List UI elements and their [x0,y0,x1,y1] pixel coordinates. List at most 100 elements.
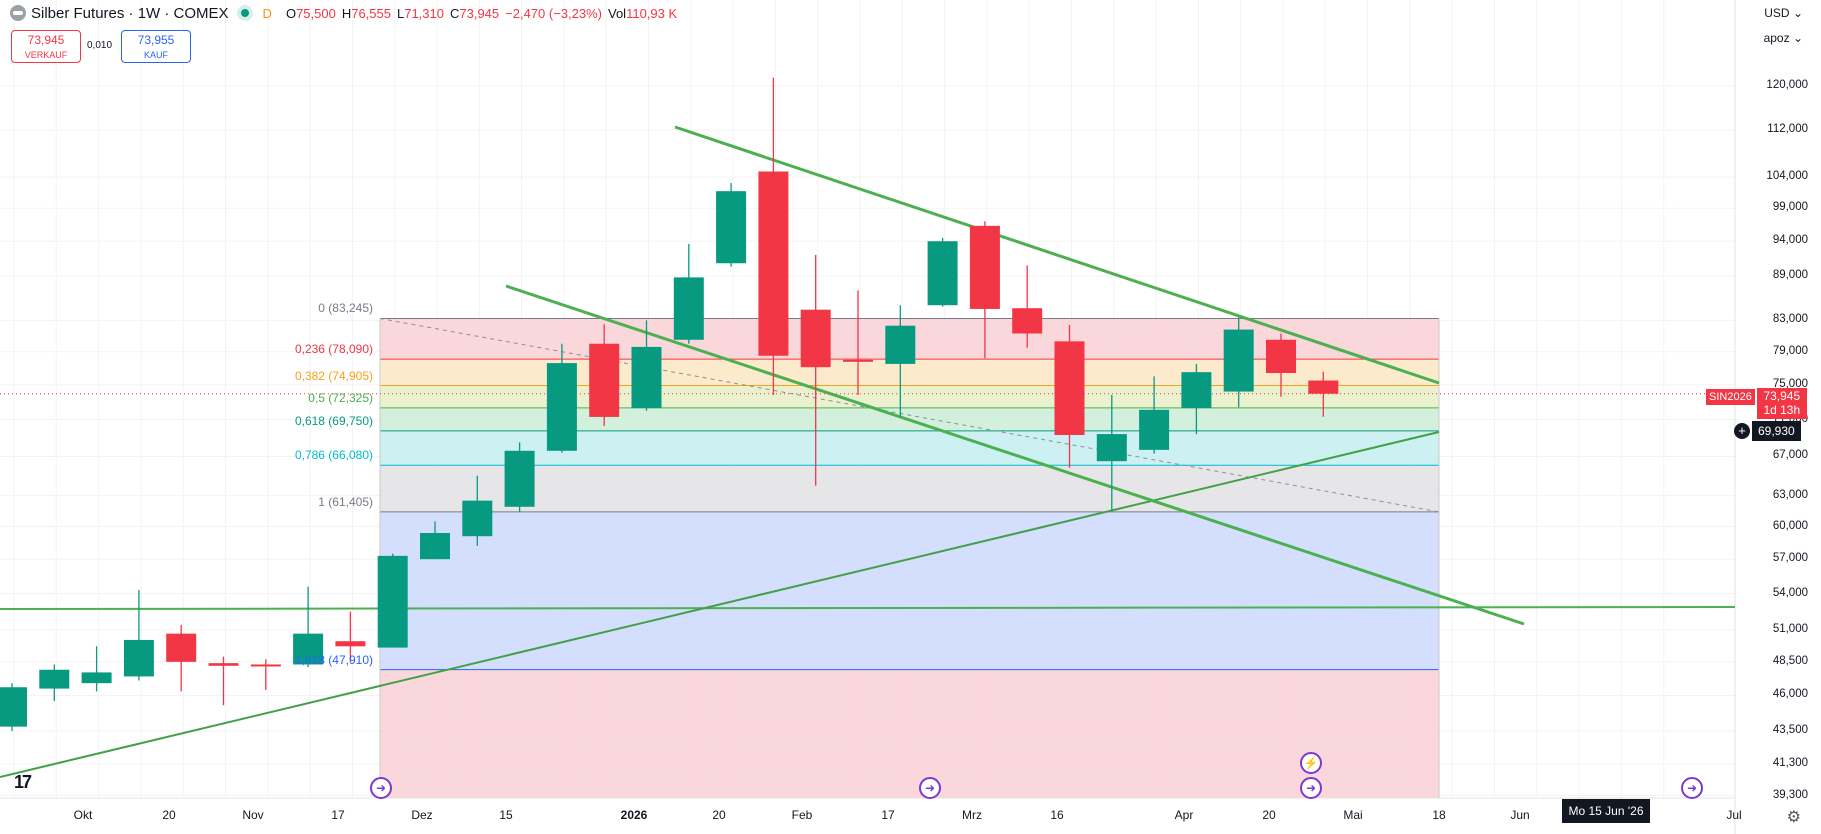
price-tick-label: 75,000 [1772,377,1808,390]
fib-level-label: 1 (61,405) [318,494,373,509]
time-tick-label: Jul [1726,808,1742,822]
silver-symbol-icon [10,5,26,21]
change-value: −2,470 (−3,23%) [505,5,602,21]
candle-body [885,325,916,364]
fib-level-label: 0,786 (66,080) [294,448,373,463]
event-arrow-icon[interactable]: ➜ [1300,777,1322,799]
crosshair-price-tag: + 69,930 [1734,421,1801,441]
candle-body [1181,372,1212,409]
candle-body [800,309,831,368]
fib-level-label: 1,618 (47,910) [294,652,373,667]
horizontal-support-line [0,606,1736,610]
candle-body [1012,308,1043,334]
low-value: 71,310 [404,5,444,21]
buy-price: 73,955 [137,33,175,47]
buy-button[interactable]: 73,955 KAUF [121,30,191,63]
time-tick-label: Okt [73,808,93,822]
price-tick-label: 120,000 [1766,79,1808,91]
price-tick-label: 89,000 [1772,268,1808,281]
candle-body [673,277,704,340]
fib-level-label: 0,5 (72,325) [308,390,373,405]
price-tick-label: 41,300 [1772,756,1808,769]
fib-level-label: 0,236 (78,090) [294,342,373,357]
event-arrow-icon[interactable]: ➜ [370,777,392,799]
time-tick-label: Dez [411,808,433,822]
fib-zone [380,385,1439,408]
price-tick-label: 63,000 [1772,488,1808,501]
time-tick-label: 2026 [620,808,648,822]
volume-label: Vol [608,5,627,21]
crosshair-price: 69,930 [1752,421,1801,441]
candle-body [927,241,958,306]
falling-channel-upper [674,125,1440,385]
symbol-title[interactable]: Silber Futures · 1W · COMEX [31,4,229,22]
crosshair-date: Mo 15 Jun '26 [1562,799,1650,823]
candle-body [504,450,535,507]
price-tag-price: 73,945 [1763,389,1801,403]
price-tick-label: 43,500 [1772,724,1808,736]
price-tick-label: 39,300 [1772,788,1808,801]
candle-body [758,171,789,356]
sell-button[interactable]: 73,945 VERKAUF [11,30,81,63]
price-tick-label: 104,000 [1766,169,1808,182]
price-tick-label: 67,000 [1772,449,1808,462]
candle-body [39,669,70,689]
volume-value: 110,93 K [626,5,678,21]
candle-body [1139,409,1170,450]
time-tick-label: 18 [1432,808,1446,822]
price-tag-symbol: SIN2026 [1706,389,1755,405]
scale-mode-select[interactable]: apoz ⌄ [1764,31,1803,45]
time-tick-label: Mai [1343,808,1363,822]
flash-icon[interactable]: ⚡ [1300,752,1322,774]
last-price-tag: SIN2026 73,945 1d 13h [1706,388,1807,419]
candle-body [123,639,154,677]
price-tick-label: 51,000 [1772,622,1808,635]
open-value: 75,500 [296,5,336,21]
fib-level-label: 0,382 (74,905) [294,368,373,383]
price-tag-block: 73,945 1d 13h [1756,388,1807,419]
fib-level-label: 0 (83,245) [318,301,373,316]
sell-label: VERKAUF [24,50,68,60]
time-tick-label: Nov [242,808,264,822]
candle-body [1054,341,1085,435]
time-tick-label: 15 [499,808,513,822]
close-value: 73,945 [459,5,500,21]
candle-body [631,346,662,409]
event-arrow-icon[interactable]: ➜ [919,777,941,799]
time-tick-label: 20 [712,808,726,822]
rising-trendline [0,431,1440,778]
settings-gear-icon[interactable]: ⚙ [1786,809,1801,826]
sell-price: 73,945 [27,33,65,47]
time-tick-label: Feb [791,808,813,822]
candle-body [81,672,112,684]
fib-trend-line [379,317,1440,513]
time-tick-label: 16 [1050,808,1064,822]
close-label: C [449,5,460,21]
candle-body [589,343,620,417]
candle-body [969,225,1000,309]
candle-body [420,532,450,560]
candle-body [546,363,577,451]
candle-body [716,191,747,264]
candle-body [166,633,197,662]
candle-body [462,500,493,537]
high-label: H [341,5,352,21]
fib-zone [380,511,1439,670]
add-alert-plus-icon[interactable]: + [1734,423,1750,439]
price-tick-label: 79,000 [1772,344,1808,357]
currency-select[interactable]: USD ⌄ [1764,6,1803,20]
candle-body [250,664,281,667]
chevron-down-icon: ⌄ [1792,31,1803,45]
price-tick-label: 57,000 [1772,552,1808,565]
buy-label: KAUF [143,50,168,60]
candle-body [1223,329,1254,392]
event-arrow-icon[interactable]: ➜ [1681,777,1703,799]
time-tick-label: 20 [1262,808,1276,822]
tradingview-logo-icon[interactable]: 17 [14,772,32,792]
fib-zone [380,669,1439,798]
candle-body [1096,434,1127,462]
time-tick-label: 17 [881,808,895,822]
price-tick-label: 94,000 [1772,234,1808,247]
